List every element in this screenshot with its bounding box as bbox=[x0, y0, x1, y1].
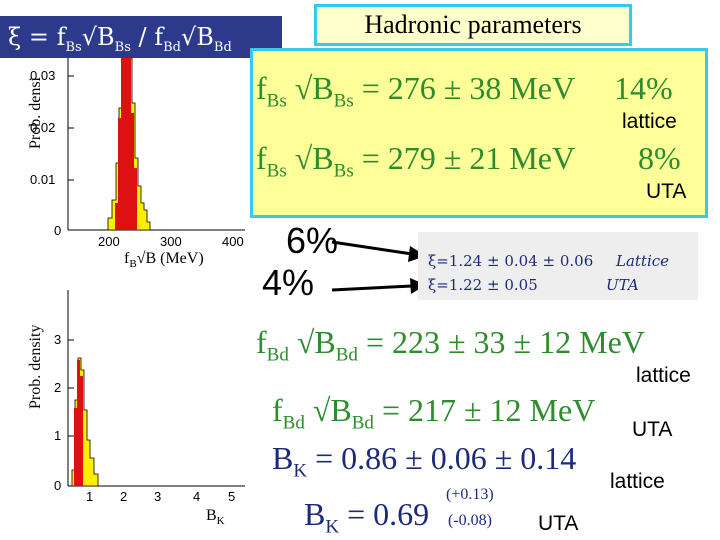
bk-ytick: 3 bbox=[54, 332, 62, 347]
bk-hist-red bbox=[74, 360, 83, 486]
xi-values-table: ξ=1.24 ± 0.04 ± 0.06 Lattice ξ=1.22 ± 0.… bbox=[418, 232, 698, 300]
xi-lattice-percent: 6% bbox=[286, 220, 339, 261]
fb-xlabel: fB√B (MeV) bbox=[124, 250, 204, 271]
xi-uta-tag: UTA bbox=[606, 276, 639, 294]
bk-xtick: 2 bbox=[120, 489, 128, 504]
bk-ytick: 2 bbox=[54, 380, 62, 395]
bk-histogram bbox=[67, 290, 245, 487]
bk-xlabel: BK bbox=[206, 507, 225, 528]
fbs-uta-percent: 8% bbox=[638, 140, 681, 176]
xi-uta-row: ξ=1.22 ± 0.05 bbox=[428, 276, 538, 294]
bk-uta-tag: UTA bbox=[538, 512, 579, 535]
fb-ytick: 0 bbox=[54, 223, 62, 238]
fbs-lattice-percent: 14% bbox=[614, 70, 673, 106]
fb-ytick: 0.03 bbox=[30, 68, 56, 83]
fbd-lattice-tag: lattice bbox=[636, 364, 691, 387]
fbs-parameter-box bbox=[250, 48, 708, 218]
xi-arrows bbox=[331, 240, 426, 294]
bk-xtick: 5 bbox=[228, 489, 236, 504]
fbs-uta-equation: fBs √BBs = 279 ± 21 MeV bbox=[256, 140, 576, 182]
arrow-line bbox=[331, 240, 413, 256]
page-title: Hadronic parameters bbox=[314, 4, 632, 46]
bk-ylabel: Prob. density bbox=[27, 324, 44, 409]
fb-ytick: 0.02 bbox=[30, 120, 56, 135]
fbs-lattice-equation: fBs √BBs = 276 ± 38 MeV bbox=[256, 70, 576, 112]
fbd-lattice-equation: fBd √BBd = 223 ± 33 ± 12 MeV bbox=[256, 324, 645, 366]
fbs-uta-tag: UTA bbox=[646, 180, 687, 203]
bk-uta-equation: BK = 0.69 bbox=[304, 496, 430, 538]
fb-histogram bbox=[67, 58, 245, 231]
bk-uta-lower-error: (-0.08) bbox=[448, 512, 492, 529]
fb-ytick: 0.01 bbox=[30, 172, 56, 187]
xi-lattice-tag: Lattice bbox=[616, 252, 670, 270]
bk-ytick: 1 bbox=[54, 428, 62, 443]
fb-xtick: 400 bbox=[222, 234, 244, 249]
arrow-line bbox=[331, 284, 413, 292]
fb-xtick: 300 bbox=[160, 234, 182, 249]
bk-ytick: 0 bbox=[54, 478, 62, 493]
bk-lattice-equation: BK = 0.86 ± 0.06 ± 0.14 bbox=[272, 440, 577, 482]
xi-uta-percent: 4% bbox=[262, 262, 315, 303]
bk-lattice-tag: lattice bbox=[610, 470, 665, 493]
fb-xtick: 200 bbox=[98, 234, 120, 249]
bk-xtick: 4 bbox=[193, 489, 201, 504]
bk-uta-upper-error: (+0.13) bbox=[446, 486, 494, 503]
arrow-head-icon bbox=[408, 246, 426, 262]
bk-xtick: 3 bbox=[154, 489, 162, 504]
fbd-uta-equation: fBd √BBd = 217 ± 12 MeV bbox=[272, 392, 596, 434]
xi-lattice-row: ξ=1.24 ± 0.04 ± 0.06 bbox=[428, 252, 594, 270]
bk-xtick: 1 bbox=[86, 489, 94, 504]
fbd-uta-tag: UTA bbox=[632, 418, 673, 441]
fb-hist-red bbox=[115, 58, 137, 230]
fbs-lattice-tag: lattice bbox=[622, 110, 677, 133]
xi-formula-banner: ξ = fBs√BBs / fBd√BBd bbox=[0, 16, 282, 58]
